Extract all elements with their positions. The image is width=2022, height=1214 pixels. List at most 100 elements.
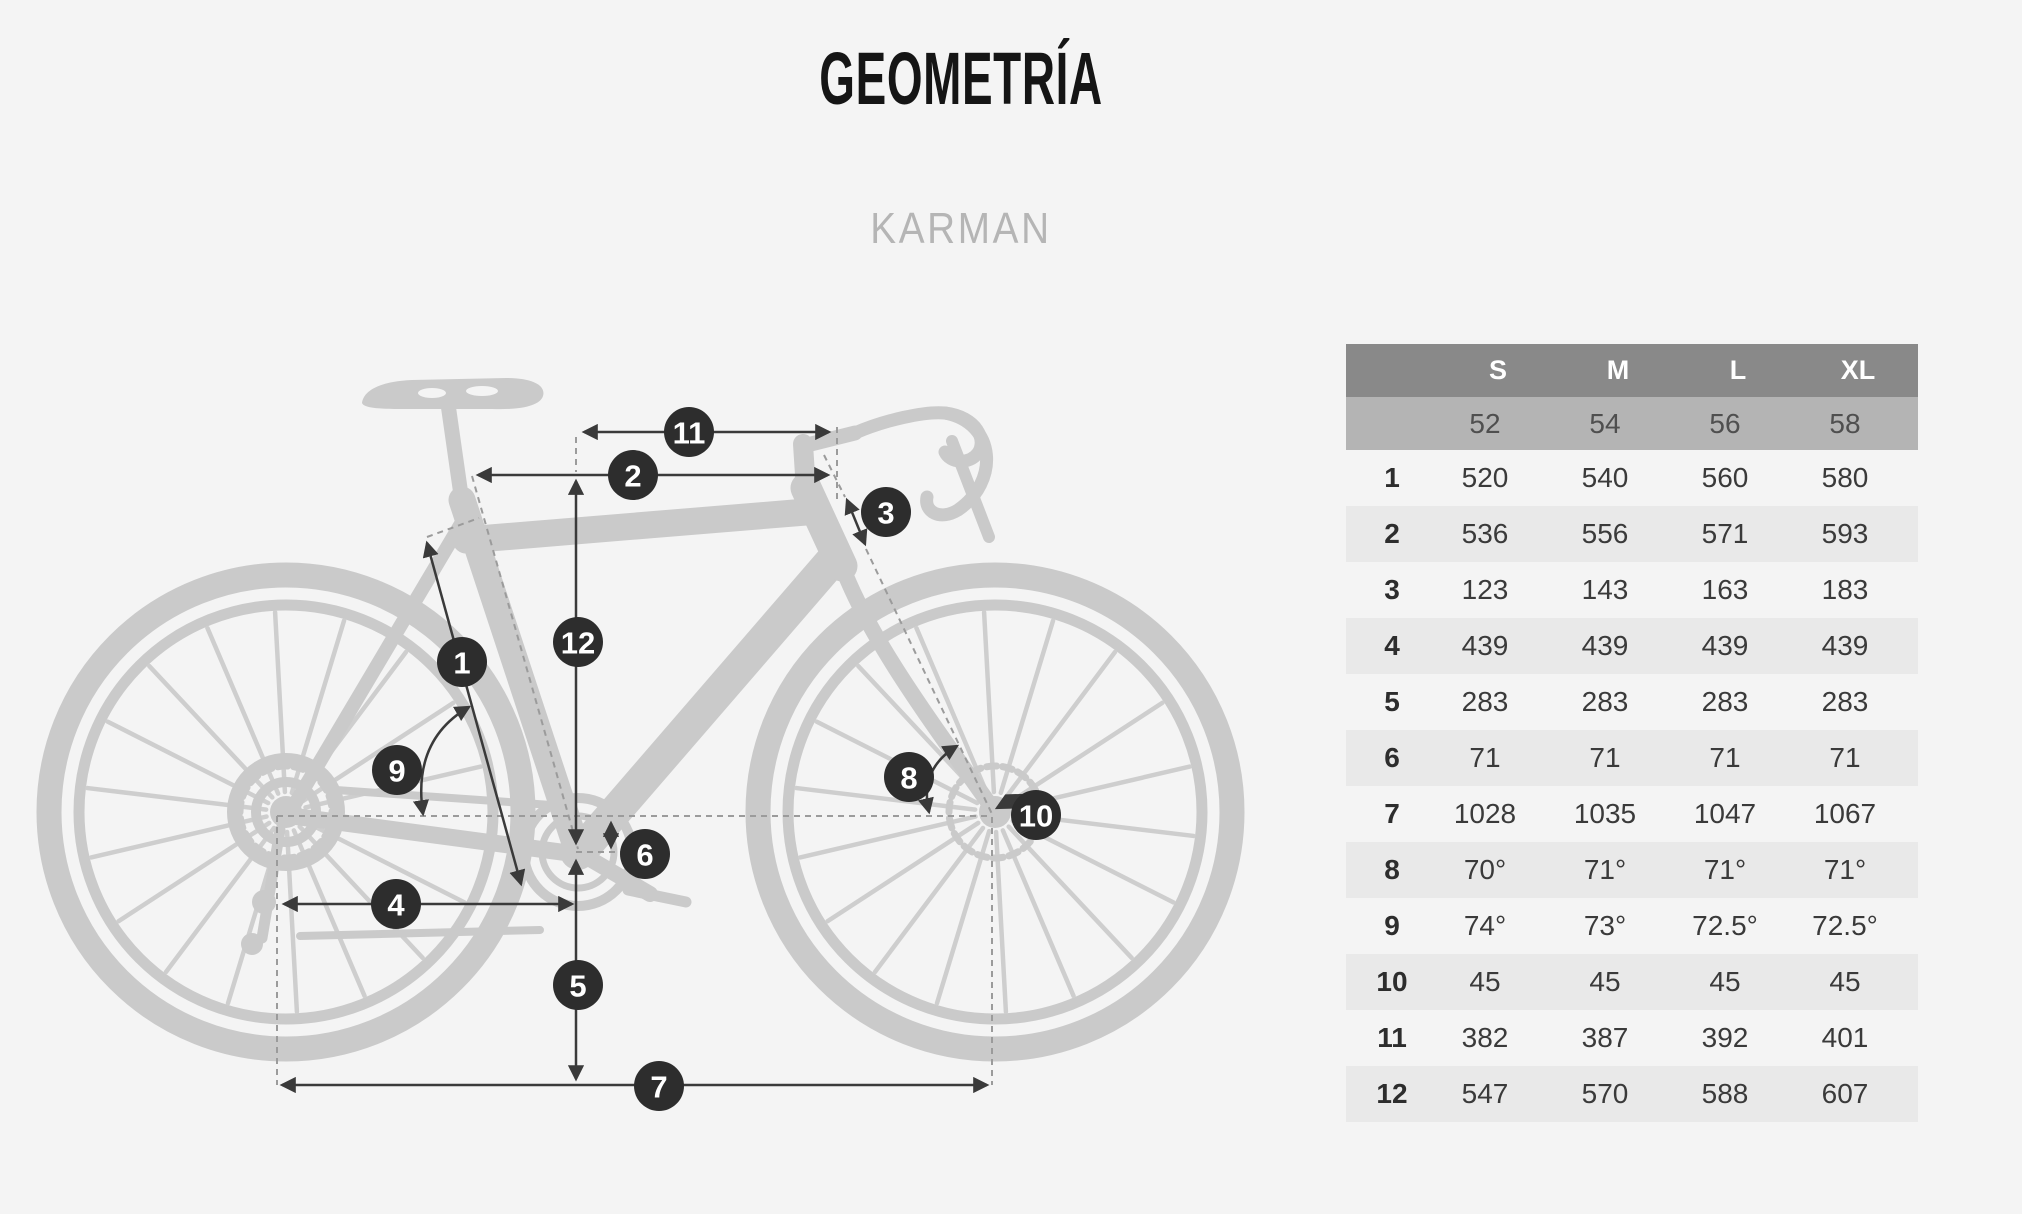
saddle	[362, 378, 544, 410]
dim-3-head-tube	[844, 497, 868, 547]
dim-9-seat-angle-arc	[412, 705, 472, 817]
value-cell: 401	[1821, 1022, 1869, 1053]
value-cell: 71	[1589, 742, 1621, 773]
seat-tube-top-guide	[426, 517, 480, 538]
value-cell: 123	[1461, 574, 1509, 605]
steering-axis-guide	[865, 548, 993, 815]
value-cell: 45	[1709, 966, 1741, 997]
value-cell: 392	[1701, 1022, 1749, 1053]
dimension-badge-6: 6	[620, 829, 670, 879]
col-header-xl: XL	[1840, 355, 1876, 385]
row-label: 5	[1384, 686, 1400, 717]
value-cell: 547	[1461, 1078, 1509, 1109]
dim-10-fork-offset	[994, 793, 1024, 810]
size-row: 52 54 56 58	[1346, 397, 1918, 450]
table-row-10: 10 45 45 45 45	[1346, 954, 1918, 1010]
row-label: 3	[1384, 574, 1400, 605]
svg-text:7: 7	[650, 1070, 667, 1105]
handlebar-drop	[920, 406, 994, 522]
value-cell: 556	[1581, 518, 1629, 549]
table-row-12: 12 547 570 588 607	[1346, 1066, 1918, 1122]
dimension-badge-10: 10	[1011, 790, 1061, 840]
table-row-9: 9 74° 73° 72.5° 72.5°	[1346, 898, 1918, 954]
size-cell: 52	[1469, 407, 1501, 439]
table-row-7: 7 1028 1035 1047 1067	[1346, 786, 1918, 842]
value-cell: 571	[1701, 518, 1749, 549]
svg-text:5: 5	[569, 969, 586, 1004]
row-label: 6	[1384, 742, 1400, 773]
value-cell: 439	[1821, 630, 1869, 661]
value-cell: 72.5°	[1812, 910, 1878, 941]
value-cell: 283	[1701, 686, 1749, 717]
value-cell: 71	[1469, 742, 1501, 773]
value-cell: 71°	[1823, 854, 1867, 885]
value-cell: 283	[1581, 686, 1629, 717]
model-name: KARMAN	[870, 204, 1052, 253]
col-header-l: L	[1729, 355, 1747, 385]
dimension-badge-5: 5	[553, 960, 603, 1010]
table-row-6: 6 71 71 71 71	[1346, 730, 1918, 786]
value-cell: 73°	[1583, 910, 1627, 941]
table-row-1: 1 520 540 560 580	[1346, 450, 1918, 506]
table-row-2: 2 536 556 571 593	[1346, 506, 1918, 562]
value-cell: 71	[1709, 742, 1741, 773]
cockpit	[795, 406, 995, 543]
table-row-3: 3 123 143 163 183	[1346, 562, 1918, 618]
dimension-badge-1: 1	[437, 637, 487, 687]
dimension-badge-11: 11	[664, 407, 714, 457]
value-cell: 540	[1581, 462, 1629, 493]
table-row-5: 5 283 283 283 283	[1346, 674, 1918, 730]
cassette	[227, 753, 345, 871]
top-tube	[452, 498, 820, 554]
value-cell: 593	[1821, 518, 1869, 549]
row-label: 1	[1384, 462, 1400, 493]
row-label: 11	[1377, 1022, 1407, 1053]
value-cell: 163	[1701, 574, 1749, 605]
row-label: 10	[1376, 966, 1408, 997]
value-cell: 183	[1821, 574, 1869, 605]
value-cell: 382	[1461, 1022, 1509, 1053]
value-cell: 71	[1829, 742, 1861, 773]
svg-text:2: 2	[624, 459, 641, 494]
svg-text:10: 10	[1019, 799, 1053, 834]
row-label: 2	[1384, 518, 1400, 549]
svg-text:11: 11	[673, 416, 706, 451]
col-header-s: S	[1488, 355, 1507, 385]
value-cell: 1035	[1573, 798, 1637, 829]
page-title: GEOMETRÍA	[819, 37, 1103, 120]
dimension-badge-7: 7	[634, 1061, 684, 1111]
table-row-11: 11 382 387 392 401	[1346, 1010, 1918, 1066]
value-cell: 74°	[1463, 910, 1507, 941]
value-cell: 439	[1701, 630, 1749, 661]
value-cell: 580	[1821, 462, 1869, 493]
steering-axis-upper-guide	[823, 454, 846, 498]
fork	[834, 558, 1003, 820]
svg-text:12: 12	[561, 626, 595, 661]
dimension-badge-12: 12	[553, 617, 603, 667]
value-cell: 387	[1581, 1022, 1629, 1053]
row-label: 4	[1384, 630, 1400, 661]
svg-text:4: 4	[387, 888, 405, 923]
value-cell: 45	[1829, 966, 1861, 997]
value-cell: 1047	[1693, 798, 1757, 829]
dimension-badge-2: 2	[608, 450, 658, 500]
value-cell: 45	[1589, 966, 1621, 997]
head-tube	[790, 472, 858, 582]
seat-axis-guide	[471, 475, 579, 850]
table-row-4: 4 439 439 439 439	[1346, 618, 1918, 674]
dimension-badge-9: 9	[372, 745, 422, 795]
table-row-8: 8 70° 71° 71° 71°	[1346, 842, 1918, 898]
svg-text:6: 6	[636, 838, 653, 873]
svg-text:1: 1	[453, 646, 470, 681]
row-label: 9	[1384, 910, 1400, 941]
value-cell: 439	[1461, 630, 1509, 661]
svg-text:3: 3	[877, 496, 894, 531]
col-header-m: M	[1606, 355, 1630, 385]
value-cell: 283	[1821, 686, 1869, 717]
value-cell: 570	[1581, 1078, 1629, 1109]
svg-text:8: 8	[900, 761, 917, 796]
down-tube	[565, 539, 853, 867]
saddle-assembly	[362, 378, 544, 510]
value-cell: 439	[1581, 630, 1629, 661]
